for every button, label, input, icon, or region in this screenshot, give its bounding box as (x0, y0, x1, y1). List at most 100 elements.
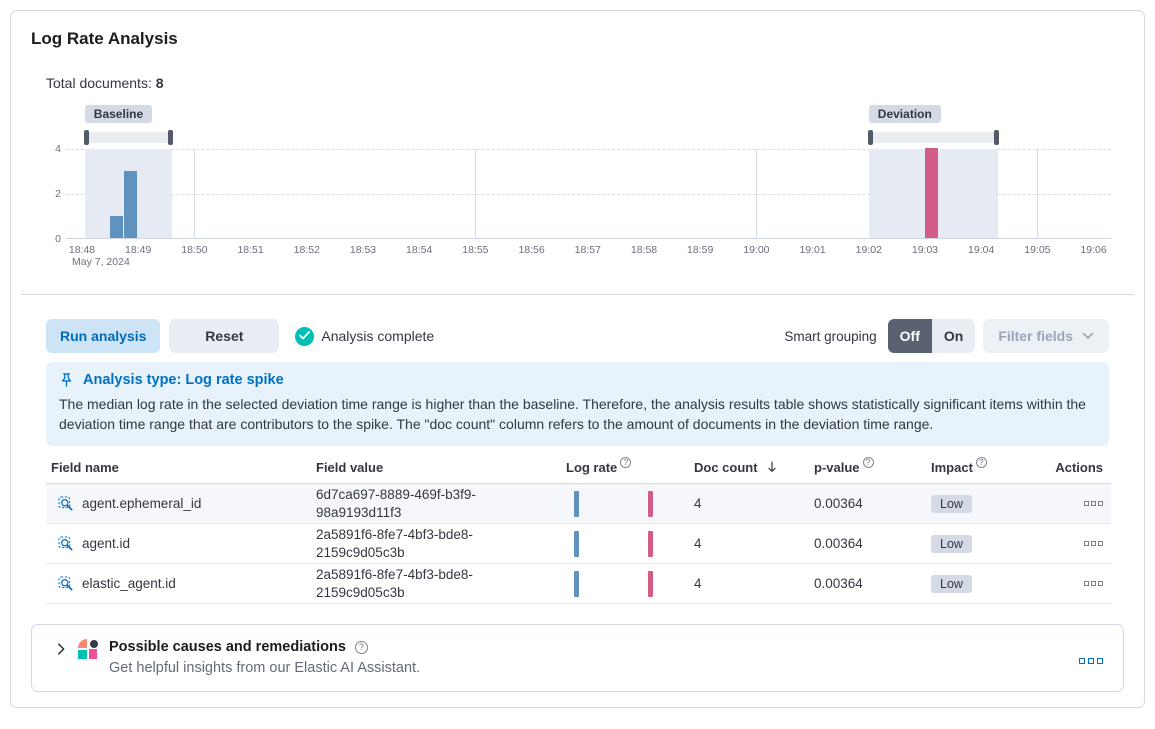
question-in-circle-icon[interactable]: ? (354, 640, 368, 654)
x-axis-tick-label: 18:56 (518, 244, 545, 256)
column-header-p-value[interactable]: p-value? (801, 457, 916, 475)
brush-badge-baseline: Baseline (84, 105, 153, 123)
column-header-doc-count[interactable]: Doc count (681, 460, 801, 475)
brush-badge-deviation: Deviation (868, 105, 941, 123)
chevron-right-icon (58, 643, 65, 655)
table-row: agent.id 2a5891f6-8fe7-4bf3-bde8-2159c9d… (46, 524, 1111, 564)
brush-handle-deviation-left[interactable] (867, 130, 873, 145)
field-value-text: 2a5891f6-8fe7-4bf3-bde8-2159c9d05c3b (316, 566, 473, 600)
impact-badge: Low (931, 574, 972, 593)
x-axis-tick-label: 19:06 (1080, 244, 1107, 256)
p-value-value: 0.00364 (814, 496, 863, 511)
column-header-log-rate[interactable]: Log rate? (566, 457, 681, 475)
x-axis-tick-label: 18:57 (574, 244, 601, 256)
filter-fields-label: Filter fields (998, 328, 1073, 344)
brush-bar-baseline[interactable] (84, 132, 172, 143)
filter-field-magnifier-icon[interactable] (58, 576, 74, 592)
row-actions-boxes-horizontal-icon[interactable] (1084, 541, 1103, 546)
expand-accordion-button[interactable] (54, 642, 68, 659)
field-name-value: agent.id (82, 536, 131, 551)
analysis-type-callout: Analysis type: Log rate spike The median… (46, 362, 1109, 446)
impact-badge: Low (931, 534, 972, 553)
table-header-row: Field name Field value Log rate? Doc cou… (46, 456, 1111, 484)
ai-assistant-icon (78, 639, 98, 659)
log-rate-sparkline (571, 530, 656, 558)
smart-grouping-label: Smart grouping (784, 328, 877, 344)
horizontal-gridline (66, 149, 1111, 150)
run-analysis-button[interactable]: Run analysis (46, 319, 161, 353)
x-axis-tick-label: 18:48 (68, 244, 96, 256)
x-axis-tick-label: 19:01 (799, 244, 826, 256)
column-header-field-name[interactable]: Field name (51, 460, 119, 475)
x-axis-tick-label: 19:03 (911, 244, 939, 256)
x-axis-tick-label: 18:51 (237, 244, 264, 256)
filter-field-magnifier-icon[interactable] (58, 496, 74, 512)
sparkline-deviation-bar (648, 530, 653, 557)
brush-handle-baseline-right[interactable] (167, 130, 173, 145)
sparkline-baseline-bar (574, 490, 579, 517)
sort-descending-icon[interactable] (765, 460, 779, 474)
y-axis-tick-label: 4 (55, 143, 61, 155)
reset-button[interactable]: Reset (169, 319, 280, 353)
brush-handle-deviation-right[interactable] (994, 130, 1000, 145)
sparkline-baseline-bar (574, 530, 579, 557)
filter-field-magnifier-icon[interactable] (58, 536, 74, 552)
doc-count-value: 4 (694, 496, 702, 511)
x-axis-tick-label: 19:00 (743, 244, 770, 256)
table-row: elastic_agent.id 2a5891f6-8fe7-4bf3-bde8… (46, 564, 1111, 604)
x-axis-date-label: May 7, 2024 (72, 256, 130, 268)
table-row: agent.ephemeral_id 6d7ca697-8889-469f-b3… (46, 484, 1111, 524)
doc-count-value: 4 (694, 536, 702, 551)
sparkline-deviation-bar (648, 570, 653, 597)
log-rate-sparkline (571, 490, 656, 518)
analysis-results-table: Field name Field value Log rate? Doc cou… (46, 456, 1111, 604)
total-documents: Total documents: 8 (46, 75, 1109, 91)
field-value-text: 2a5891f6-8fe7-4bf3-bde8-2159c9d05c3b (316, 526, 473, 560)
chart-bar-baseline (110, 215, 124, 238)
field-name-value: elastic_agent.id (82, 576, 176, 591)
smart-grouping-on-option[interactable]: On (931, 319, 976, 353)
chevron-down-icon (1082, 332, 1094, 339)
p-value-value: 0.00364 (814, 576, 863, 591)
check-in-circle-icon (295, 326, 315, 346)
y-axis-tick-label: 2 (55, 188, 61, 200)
x-axis-tick-label: 19:05 (1024, 244, 1051, 256)
row-actions-boxes-horizontal-icon[interactable] (1084, 501, 1103, 506)
x-axis-tick-label: 18:49 (125, 244, 152, 256)
total-documents-value: 8 (155, 75, 164, 91)
vertical-gridline (1037, 149, 1039, 238)
y-axis-tick-label: 0 (55, 233, 61, 245)
smart-grouping-off-option[interactable]: Off (887, 319, 932, 353)
impact-badge: Low (931, 494, 972, 513)
x-axis-tick-label: 18:58 (630, 244, 658, 256)
question-in-circle-icon[interactable]: ? (975, 457, 987, 468)
possible-causes-panel: Possible causes and remediations ? Get h… (31, 624, 1124, 692)
question-in-circle-icon[interactable]: ? (862, 457, 874, 468)
row-actions-boxes-horizontal-icon[interactable] (1084, 581, 1103, 586)
column-header-actions: Actions (1055, 460, 1103, 475)
column-header-impact[interactable]: Impact? (916, 457, 1021, 475)
column-header-field-value[interactable]: Field value (316, 460, 384, 475)
section-divider (21, 294, 1134, 295)
chart-bar-deviation (925, 148, 939, 238)
question-in-circle-icon[interactable]: ? (620, 457, 632, 468)
sparkline-deviation-bar (648, 490, 653, 517)
x-axis-tick-label: 18:55 (462, 244, 489, 256)
brush-handle-baseline-left[interactable] (83, 130, 89, 145)
callout-title: Analysis type: Log rate spike (83, 372, 284, 388)
analysis-status-label: Analysis complete (321, 328, 435, 344)
doc-count-value: 4 (694, 576, 702, 591)
vertical-gridline (194, 149, 196, 238)
pin-icon (61, 373, 72, 387)
document-count-chart: May 7, 2024 Baseline Deviation 0 2 4 18:48 18:… (46, 103, 1126, 277)
chart-plot-area (66, 148, 1111, 239)
smart-grouping-toggle: Off On (887, 319, 976, 353)
page-title: Log Rate Analysis (31, 29, 178, 48)
brush-bar-deviation[interactable] (868, 132, 999, 143)
filter-fields-button[interactable]: Filter fields (983, 319, 1109, 353)
panel-actions-boxes-horizontal-icon[interactable] (1079, 658, 1103, 664)
field-value-text: 6d7ca697-8889-469f-b3f9-98a9193d11f3 (316, 486, 476, 520)
x-axis-tick-label: 18:52 (293, 244, 320, 256)
possible-causes-title: Possible causes and remediations (109, 639, 346, 655)
sparkline-baseline-bar (574, 570, 579, 597)
